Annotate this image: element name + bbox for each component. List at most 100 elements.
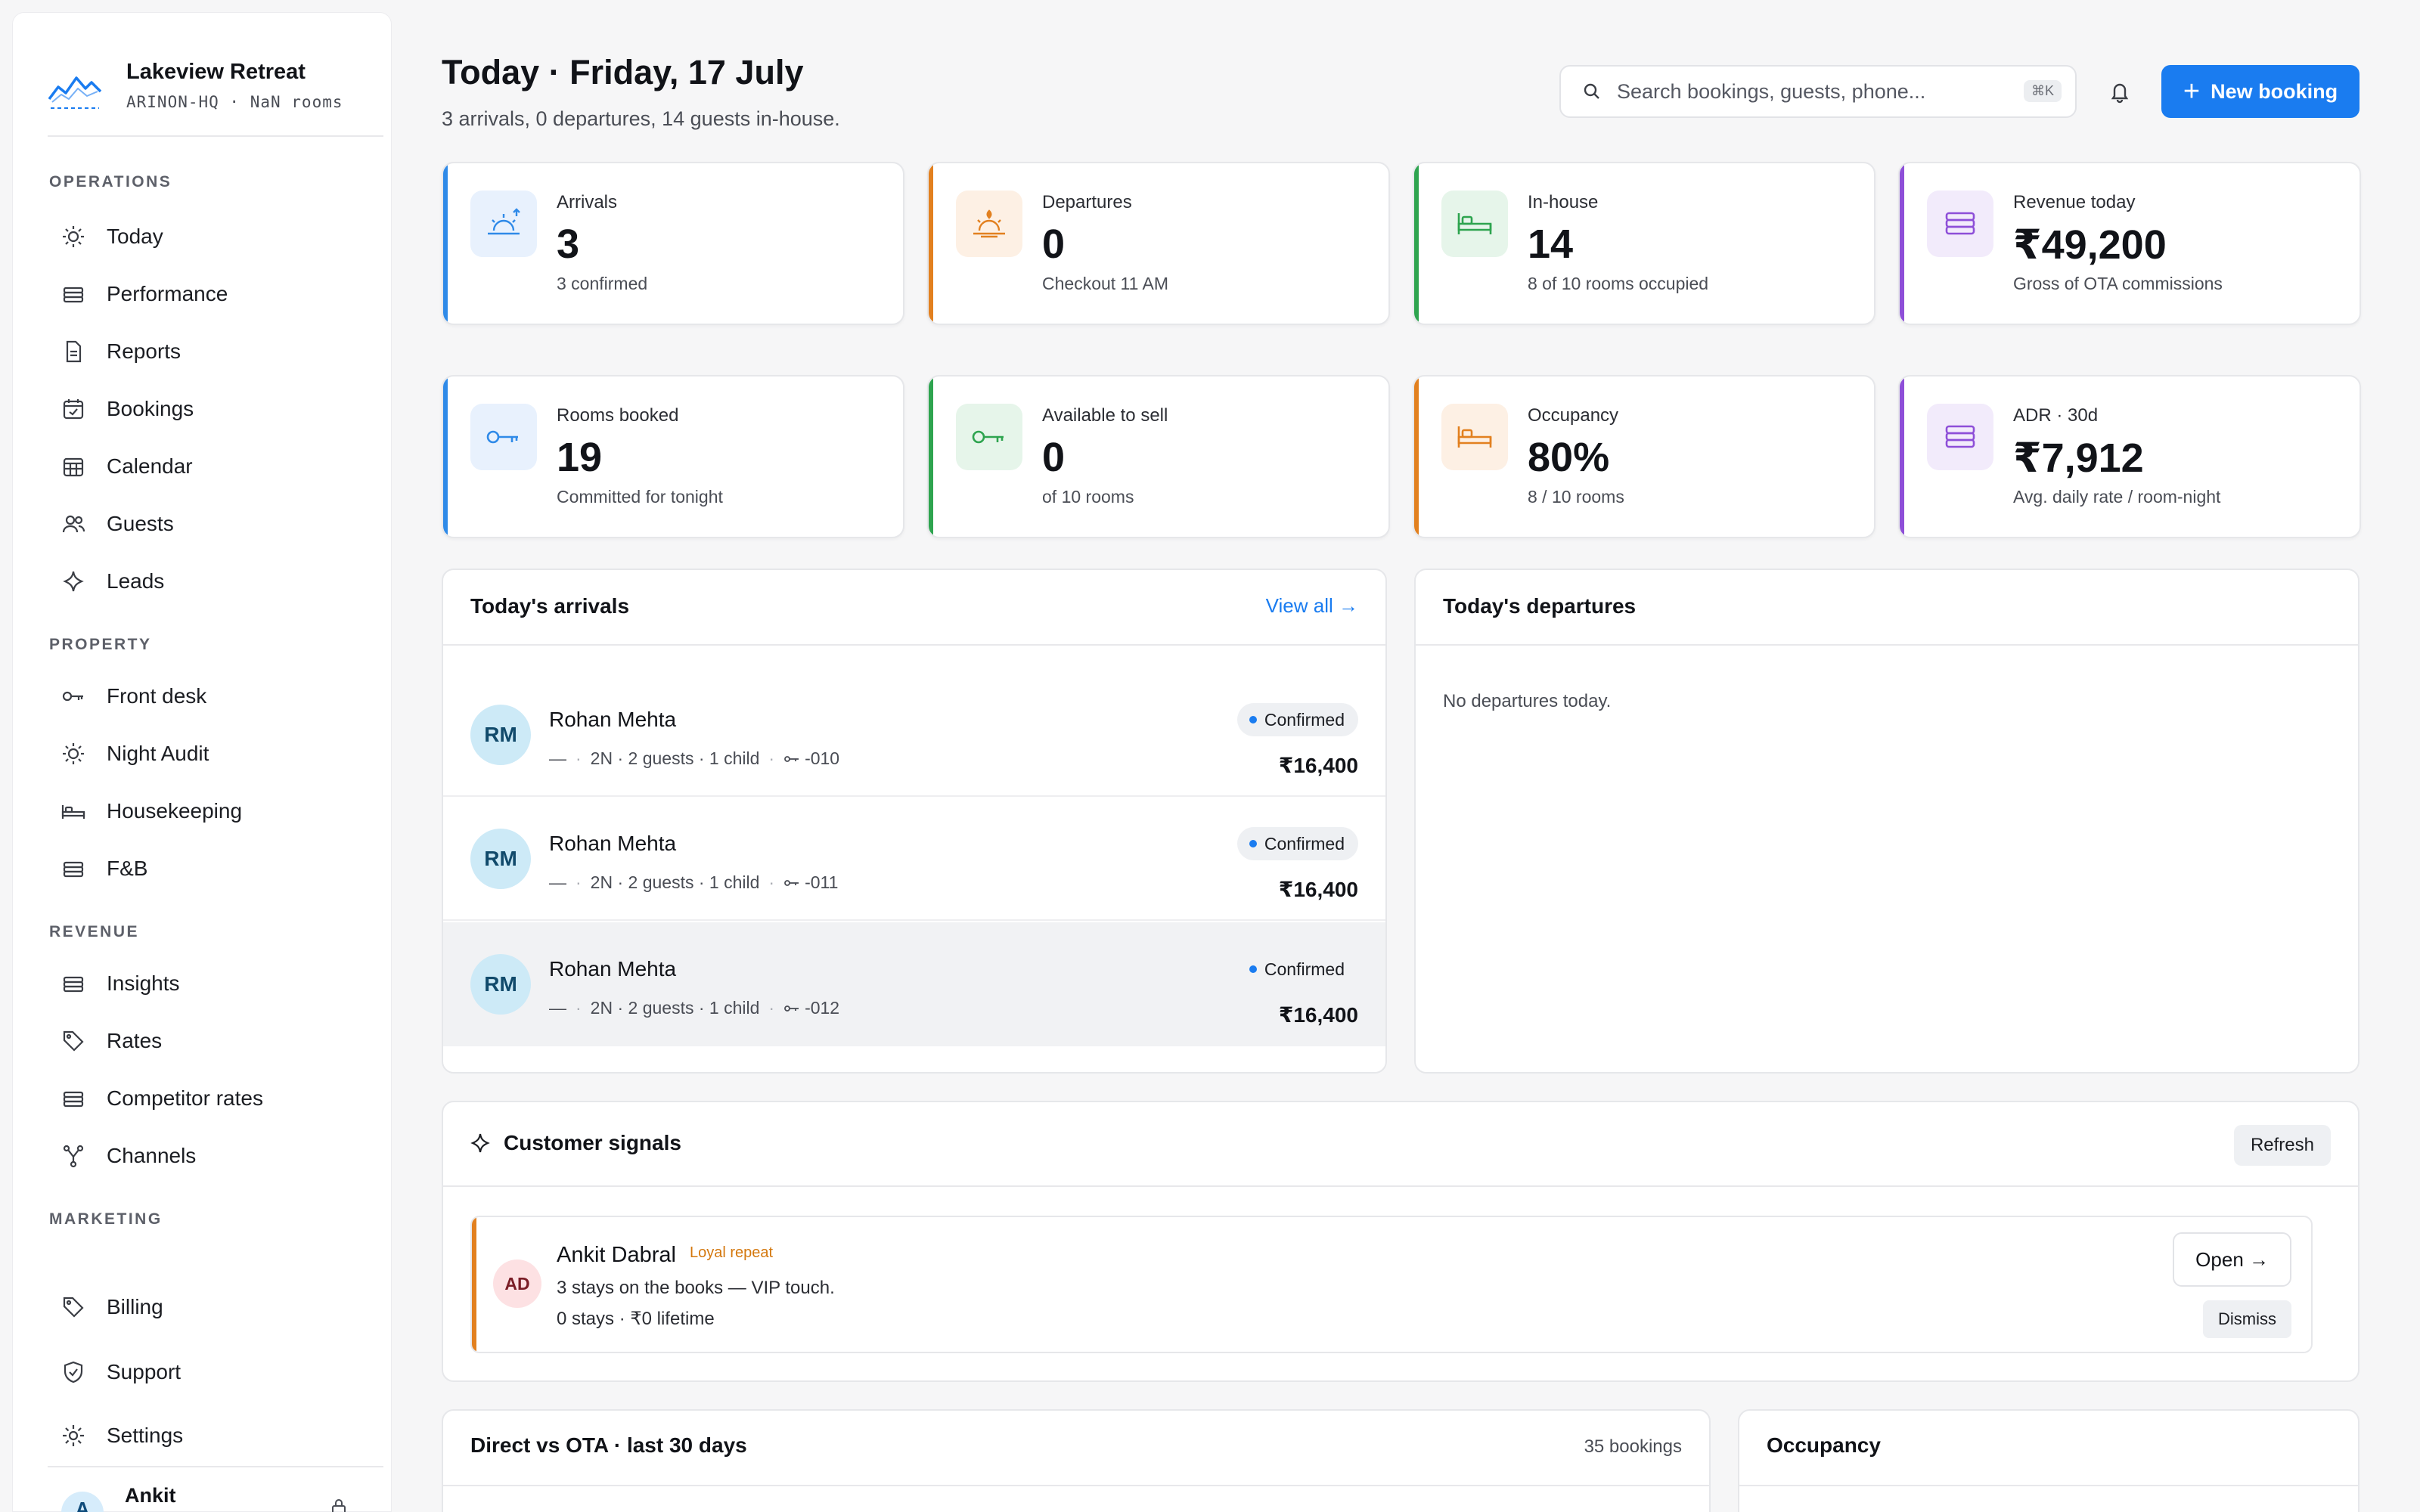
sidebar-item-insights[interactable]: Insights [46, 959, 379, 1008]
panel-header: Today's departures [1416, 570, 2358, 646]
sidebar-item-performance[interactable]: Performance [46, 270, 379, 318]
accent-bar [929, 163, 933, 324]
direct-vs-ota-panel: Direct vs OTA · last 30 days 35 bookings [442, 1409, 1711, 1512]
panel-title: Occupancy [1767, 1433, 1881, 1457]
stat-card-adr[interactable]: ADR · 30d ₹7,912 Avg. daily rate / room-… [1898, 375, 2361, 538]
stat-label: Rooms booked [557, 405, 679, 426]
sidebar-item-label: Guests [107, 512, 174, 535]
panel-title: Today's arrivals [470, 594, 630, 618]
refresh-button[interactable]: Refresh [2233, 1125, 2331, 1166]
stat-value: 3 [557, 222, 580, 267]
key-icon [470, 404, 537, 470]
sidebar-item-label: Housekeeping [107, 799, 243, 823]
sidebar-item-today[interactable]: Today [46, 212, 379, 261]
stay-details: 2N · 2 guests · 1 child [590, 998, 760, 1018]
stat-card-available[interactable]: Available to sell 0 of 10 rooms [927, 375, 1390, 538]
sidebar-item-front-desk[interactable]: Front desk [46, 672, 379, 720]
table-row[interactable]: RM Rohan Mehta — · 2N · 2 guests · 1 chil… [443, 673, 1385, 797]
sidebar-item-label: Today [107, 225, 163, 248]
stat-label: Occupancy [1528, 405, 1619, 426]
user-name: Ankit [125, 1484, 176, 1507]
stat-card-inhouse[interactable]: In-house 14 8 of 10 rooms occupied [1413, 162, 1876, 325]
stat-card-rooms-booked[interactable]: Rooms booked 19 Committed for tonight [442, 375, 904, 538]
sidebar-item-fnb[interactable]: F&B [46, 844, 379, 893]
departures-panel: Today's departures No departures today. [1414, 569, 2360, 1074]
search-icon [1584, 83, 1599, 99]
avatar: RM [470, 829, 531, 889]
search-input[interactable] [1617, 79, 2010, 104]
stat-card-revenue[interactable]: Revenue today ₹49,200 Gross of OTA commi… [1898, 162, 2361, 325]
nav-section-revenue: REVENUE [49, 923, 140, 940]
sidebar-item-label: Channels [107, 1144, 197, 1167]
bell-icon [2111, 83, 2129, 104]
notifications-button[interactable] [2104, 76, 2136, 107]
sidebar-item-label: Night Audit [107, 742, 209, 765]
tag-icon [58, 1292, 88, 1322]
sparkle-icon [58, 566, 88, 596]
lock-icon[interactable] [330, 1498, 347, 1512]
open-button[interactable]: Open → [2173, 1232, 2291, 1287]
accent-bar [1900, 376, 1904, 537]
stat-card-arrivals[interactable]: Arrivals 3 3 confirmed [442, 162, 904, 325]
key-icon [58, 681, 88, 711]
sidebar-item-reports[interactable]: Reports [46, 327, 379, 376]
sidebar-item-channels[interactable]: Channels [46, 1132, 379, 1180]
sidebar-item-housekeeping[interactable]: Housekeeping [46, 787, 379, 835]
divider [443, 1485, 1709, 1486]
sidebar-item-label: Rates [107, 1029, 163, 1052]
arrivals-rows: RM Rohan Mehta — · 2N · 2 guests · 1 chil… [442, 569, 1387, 1074]
bed-icon [1441, 404, 1508, 470]
table-row[interactable]: RM Rohan Mehta — · 2N · 2 guests · 1 chil… [443, 922, 1385, 1046]
network-icon [58, 1141, 88, 1171]
panel-title: Today's departures [1443, 594, 1637, 618]
sunrise-icon [470, 191, 537, 257]
stat-label: Arrivals [557, 192, 618, 212]
guest-name: Rohan Mehta [549, 832, 677, 855]
sidebar-item-bookings[interactable]: Bookings [46, 385, 379, 433]
sidebar-item-guests[interactable]: Guests [46, 500, 379, 548]
sidebar: Lakeview Retreat ARINON-HQ · NaN rooms O… [12, 12, 392, 1512]
sidebar-item-leads[interactable]: Leads [46, 557, 379, 606]
search-box[interactable]: ⌘K [1559, 65, 2077, 118]
coin-stack-icon [58, 968, 88, 999]
sidebar-item-label: Bookings [107, 397, 194, 420]
sidebar-item-support[interactable]: Support [46, 1348, 379, 1396]
signal-tag: Loyal repeat [690, 1244, 774, 1261]
sidebar-item-settings[interactable]: Settings [46, 1411, 379, 1460]
stay-details: 2N · 2 guests · 1 child [590, 748, 760, 768]
status-badge: Confirmed [1236, 703, 1358, 736]
stat-card-departures[interactable]: Departures 0 Checkout 11 AM [927, 162, 1390, 325]
sidebar-item-night-audit[interactable]: Night Audit [46, 730, 379, 778]
sidebar-item-label: Leads [107, 569, 165, 593]
view-all-link[interactable]: View all → [1265, 594, 1358, 617]
panel-header: Today's arrivals View all → [443, 570, 1385, 646]
avatar: RM [470, 954, 531, 1015]
bed-icon [1441, 191, 1508, 257]
coin-stack-icon [58, 279, 88, 309]
document-icon [58, 336, 88, 367]
new-booking-button[interactable]: + New booking [2161, 65, 2360, 118]
dash: — [549, 872, 566, 892]
dash: — [549, 748, 566, 768]
sidebar-item-competitor-rates[interactable]: Competitor rates [46, 1074, 379, 1123]
user-footer[interactable]: A Ankit [48, 1466, 383, 1512]
booking-amount: ₹16,400 [1278, 754, 1358, 777]
accent-bar [472, 1217, 476, 1352]
mountain-logo-icon [48, 76, 102, 109]
sidebar-item-billing[interactable]: Billing [46, 1283, 379, 1331]
stat-label: Revenue today [2013, 192, 2136, 212]
room-number: -010 [805, 748, 840, 768]
guest-name: Rohan Mehta [549, 708, 677, 731]
stat-card-occupancy[interactable]: Occupancy 80% 8 / 10 rooms [1413, 375, 1876, 538]
guest-name: Rohan Mehta [549, 957, 677, 981]
table-row[interactable]: RM Rohan Mehta — · 2N · 2 guests · 1 chil… [443, 797, 1385, 921]
gear-icon [58, 1421, 88, 1451]
stat-label: In-house [1528, 192, 1599, 212]
customer-signals-panel: Customer signals Refresh AD Ankit Dabral… [442, 1101, 2360, 1382]
accent-bar [1414, 163, 1419, 324]
room-number: -012 [805, 998, 840, 1018]
signal-card[interactable]: AD Ankit Dabral Loyal repeat 3 stays on … [470, 1216, 2313, 1353]
sidebar-item-calendar[interactable]: Calendar [46, 442, 379, 491]
dismiss-button[interactable]: Dismiss [2203, 1300, 2291, 1338]
sidebar-item-rates[interactable]: Rates [46, 1017, 379, 1065]
